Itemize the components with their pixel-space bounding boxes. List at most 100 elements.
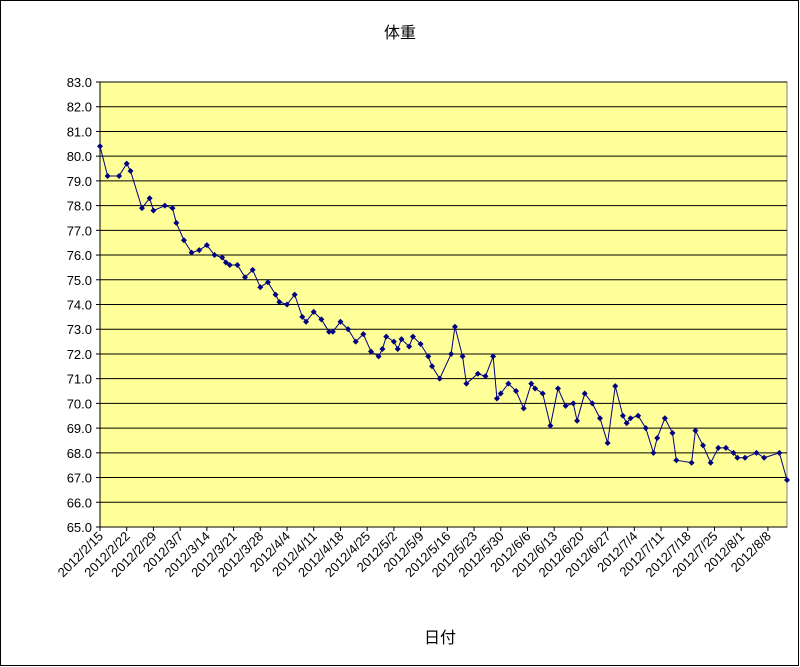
y-tick-label: 73.0 [67, 322, 92, 337]
data-point [562, 402, 569, 409]
data-point [116, 172, 123, 179]
data-point [242, 274, 249, 281]
data-point [722, 444, 729, 451]
y-tick-label: 81.0 [67, 124, 92, 139]
y-tick-label: 66.0 [67, 495, 92, 510]
data-point [146, 195, 153, 202]
data-point [459, 353, 466, 360]
data-point [528, 380, 535, 387]
y-tick-label: 76.0 [67, 248, 92, 263]
x-axis-title: 日付 [424, 629, 456, 647]
data-point [257, 284, 264, 291]
data-point [272, 291, 279, 298]
data-point [219, 254, 226, 261]
data-point [642, 425, 649, 432]
data-point [409, 333, 416, 340]
data-point [318, 316, 325, 323]
data-point [276, 299, 283, 306]
y-tick-label: 83.0 [67, 75, 92, 90]
data-point [406, 343, 413, 350]
data-point [264, 279, 271, 286]
data-point [742, 454, 749, 461]
y-tick-label: 79.0 [67, 174, 92, 189]
data-point [249, 266, 256, 273]
data-point [394, 346, 401, 352]
data-point [451, 323, 458, 330]
data-point [337, 318, 344, 325]
data-point [493, 395, 500, 402]
data-point [429, 363, 436, 370]
data-point [180, 237, 187, 244]
data-point [753, 449, 760, 456]
data-point [123, 160, 130, 167]
y-tick-label: 74.0 [67, 298, 92, 313]
data-point [436, 375, 443, 382]
data-point [761, 454, 768, 461]
data-point [138, 205, 145, 212]
data-point [734, 454, 741, 461]
data-point [692, 427, 699, 434]
data-point [326, 328, 332, 335]
y-tick-label: 78.0 [67, 199, 92, 214]
data-point [161, 202, 168, 209]
data-point [222, 259, 229, 266]
data-point [482, 373, 489, 380]
data-point [700, 442, 707, 449]
data-point [474, 370, 481, 377]
y-tick-label: 65.0 [67, 520, 92, 535]
data-point [539, 390, 546, 397]
data-point [513, 388, 520, 395]
data-point [623, 420, 630, 427]
data-point [627, 415, 634, 422]
data-point [303, 318, 310, 325]
data-point [234, 261, 241, 268]
data-point [448, 350, 455, 357]
data-point [284, 301, 291, 308]
data-point [188, 249, 195, 256]
chart-title: 体重 [384, 24, 416, 42]
y-tick-label: 71.0 [67, 372, 92, 387]
data-point [650, 449, 657, 456]
data-point [352, 338, 359, 345]
y-tick-label: 77.0 [67, 223, 92, 238]
data-point [398, 336, 405, 343]
data-point [654, 435, 661, 441]
data-point [505, 380, 512, 387]
data-point [291, 291, 298, 298]
data-point [730, 449, 737, 456]
data-point [555, 385, 561, 392]
data-point [596, 415, 603, 422]
data-point [310, 308, 317, 315]
data-point [463, 380, 470, 387]
data-point [367, 348, 374, 355]
data-point [390, 338, 397, 345]
data-point [196, 247, 203, 254]
data-point [299, 313, 306, 320]
data-point [417, 341, 424, 348]
data-point [707, 459, 714, 466]
data-point [425, 353, 432, 360]
data-point [127, 168, 134, 174]
data-point [211, 252, 218, 259]
y-tick-label: 67.0 [67, 471, 92, 486]
y-tick-label: 80.0 [67, 149, 92, 164]
y-tick-label: 75.0 [67, 273, 92, 288]
data-point [547, 422, 554, 429]
data-point [203, 242, 210, 249]
data-point [490, 353, 497, 360]
data-point [612, 383, 619, 390]
y-tick-label: 72.0 [67, 347, 92, 362]
data-point [169, 205, 176, 212]
data-point [532, 385, 539, 392]
y-tick-label: 69.0 [67, 421, 92, 436]
data-point [688, 459, 695, 466]
data-point [673, 457, 680, 464]
data-point [619, 412, 626, 419]
data-point [150, 207, 157, 214]
data-point [383, 333, 390, 340]
data-point [375, 353, 382, 360]
data-point [669, 430, 676, 437]
data-point [581, 390, 588, 397]
data-point [715, 444, 722, 451]
